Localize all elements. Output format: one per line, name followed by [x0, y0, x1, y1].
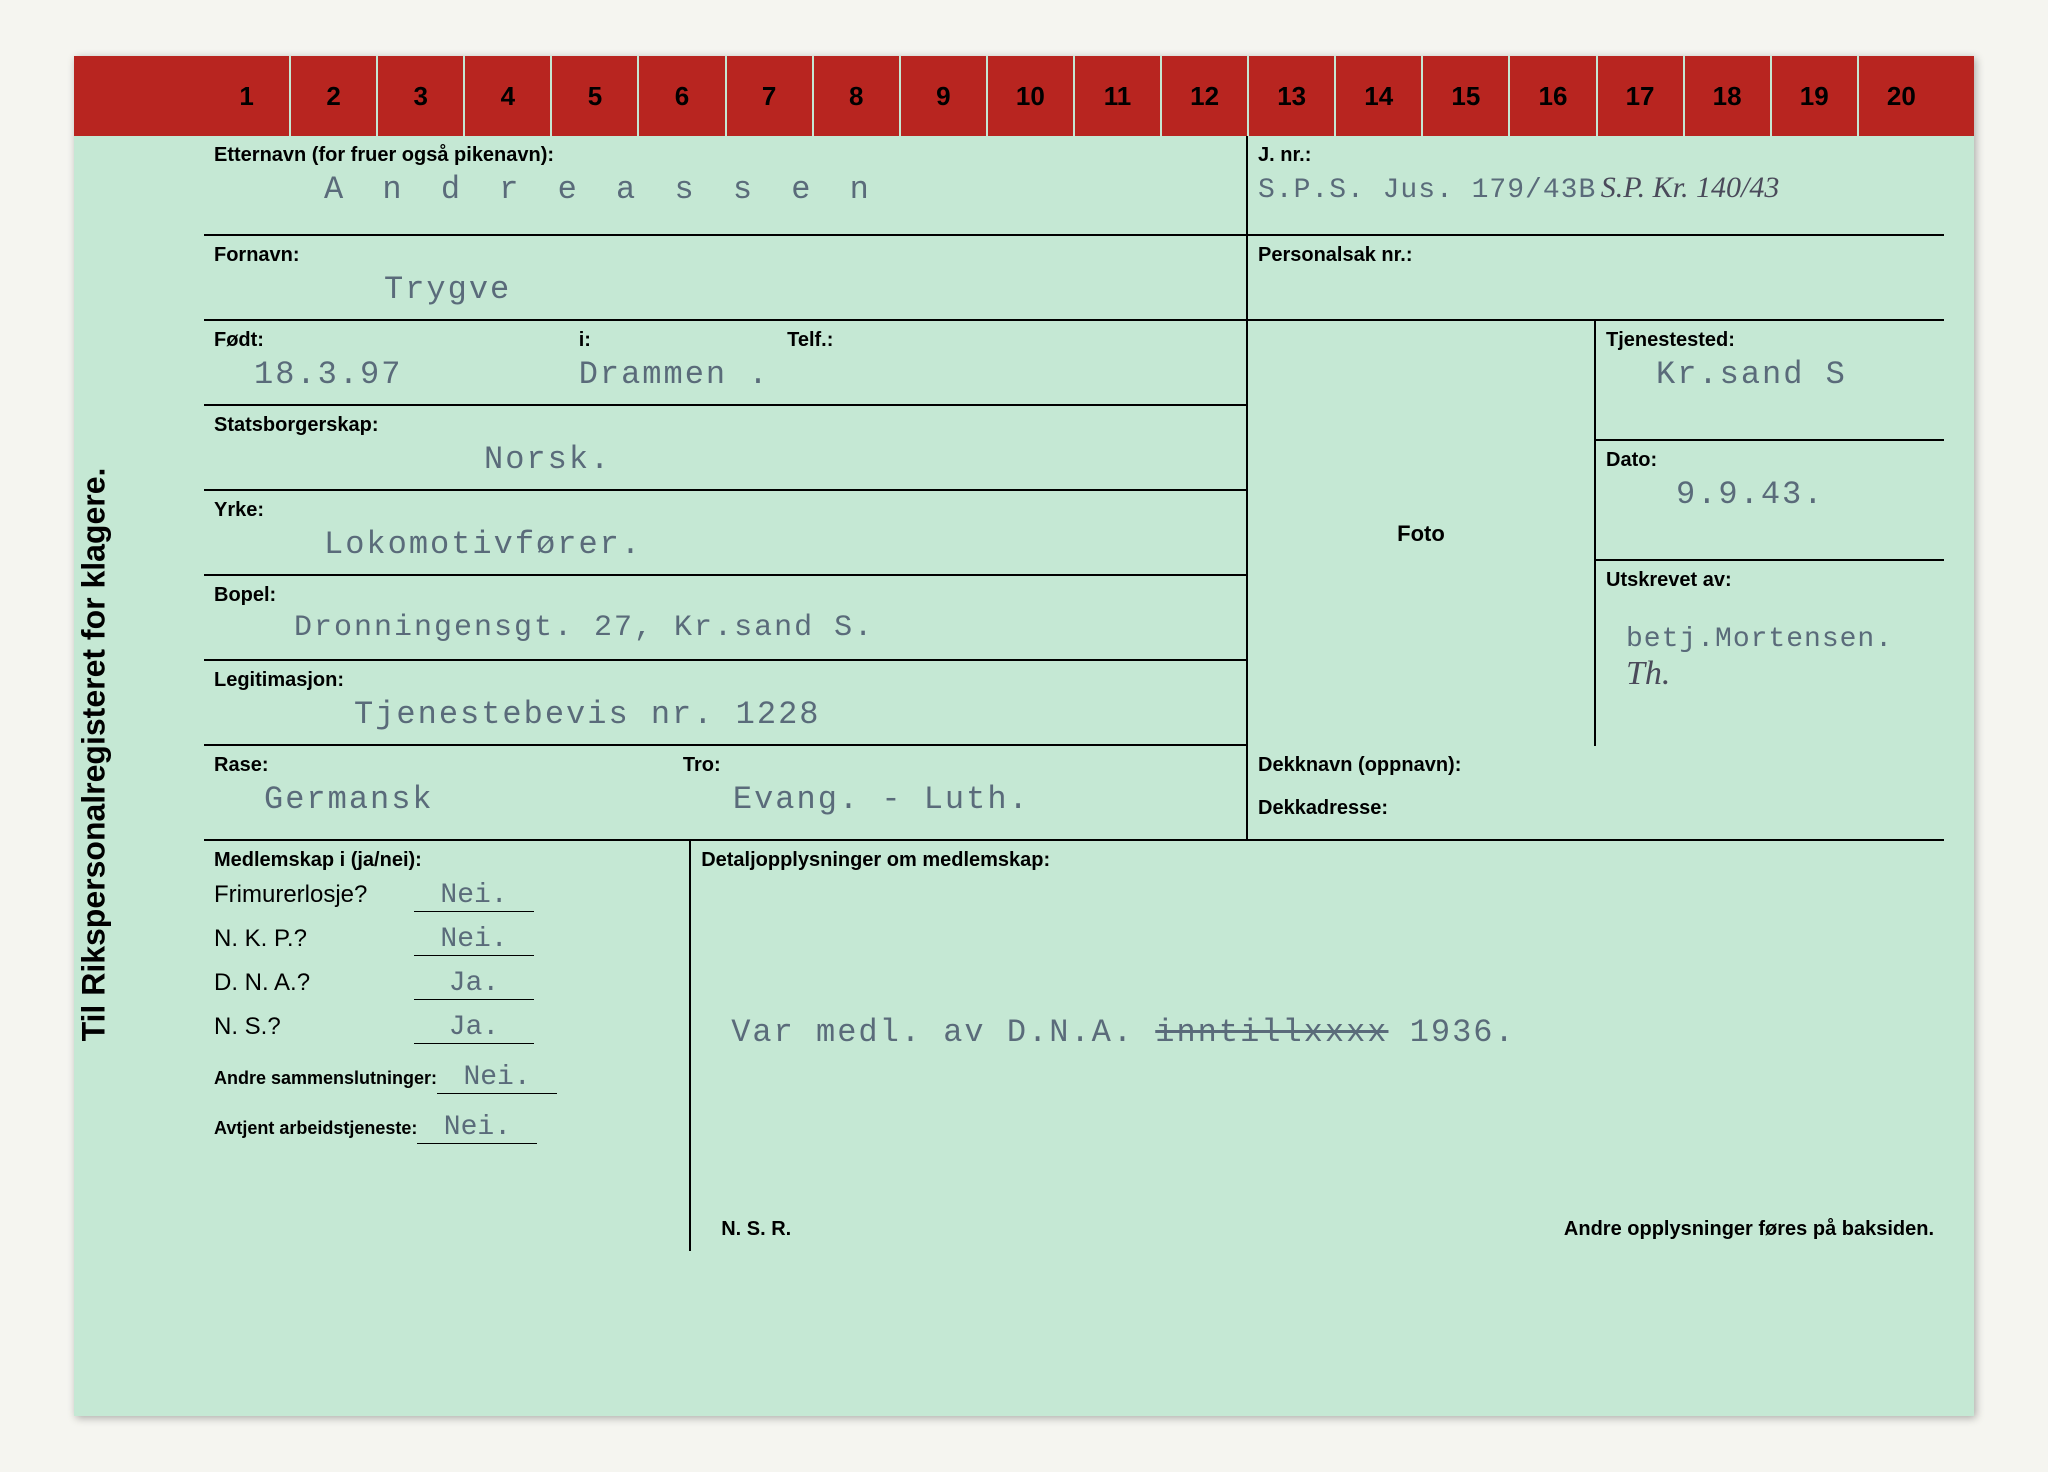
value-tjenestested: Kr.sand S — [1596, 354, 1944, 399]
label-detaljopplysninger: Detaljopplysninger om medlemskap: — [691, 841, 1944, 874]
value-dna: Ja. — [414, 968, 534, 1000]
foto-box: Foto — [1248, 321, 1596, 746]
label-tjenestested: Tjenestested: — [1596, 321, 1944, 354]
header-number-cell: 15 — [1423, 56, 1510, 136]
value-bopel: Dronningensgt. 27, Kr.sand S. — [204, 609, 1246, 651]
header-number-cell: 7 — [727, 56, 814, 136]
label-ns: N. S.? — [214, 1013, 414, 1041]
value-utskrevet-hand: Th. — [1626, 655, 1670, 692]
header-number-cell: 17 — [1598, 56, 1685, 136]
label-etternavn: Etternavn (for fruer også pikenavn): — [204, 136, 1246, 169]
value-utskrevet: betj.Mortensen. — [1626, 624, 1893, 655]
value-nkp: Nei. — [414, 924, 534, 956]
label-fornavn: Fornavn: — [204, 236, 1246, 269]
label-utskrevet: Utskrevet av: — [1596, 561, 1944, 594]
label-frimurer: Frimurerlosje? — [214, 881, 414, 909]
label-fodt-i: i: — [569, 321, 1246, 354]
value-dato: 9.9.43. — [1596, 474, 1944, 519]
header-number-cell: 16 — [1510, 56, 1597, 136]
header-number-cell: 8 — [814, 56, 901, 136]
card-content: Etternavn (for fruer også pikenavn): A n… — [204, 136, 1944, 1386]
header-number-cell: 12 — [1162, 56, 1249, 136]
header-number-strip: 1234567891011121314151617181920 — [74, 56, 1974, 136]
value-yrke: Lokomotivfører. — [204, 524, 1246, 569]
value-fodt: 18.3.97 — [204, 354, 569, 399]
vertical-title: Til Rikspersonalregisteret for klagere. — [76, 468, 113, 1042]
header-number-cell: 2 — [291, 56, 378, 136]
header-number-cell: 13 — [1249, 56, 1336, 136]
label-personalsak: Personalsak nr.: — [1248, 236, 1944, 269]
label-nkp: N. K. P.? — [214, 925, 414, 953]
label-yrke: Yrke: — [204, 491, 1246, 524]
header-number-cell: 18 — [1685, 56, 1772, 136]
value-fodt-i: Drammen . — [569, 354, 1246, 399]
label-dato: Dato: — [1596, 441, 1944, 474]
label-foto: Foto — [1397, 521, 1445, 547]
value-ns: Ja. — [414, 1012, 534, 1044]
value-etternavn: A n d r e a s s e n — [204, 169, 1246, 214]
value-tro: Evang. - Luth. — [673, 779, 1246, 824]
value-rase: Germansk — [204, 779, 673, 824]
value-frimurer: Nei. — [414, 880, 534, 912]
header-number-cell: 10 — [988, 56, 1075, 136]
header-number-cell: 6 — [639, 56, 726, 136]
header-number-cell: 11 — [1075, 56, 1162, 136]
label-dekknavn: Dekknavn (oppnavn): — [1248, 746, 1944, 789]
value-jnr-typed: S.P.S. Jus. 179/43B — [1258, 175, 1596, 206]
label-andre: Andre sammenslutninger: — [214, 1068, 437, 1089]
header-number-cell: 1 — [204, 56, 291, 136]
value-andre: Nei. — [437, 1062, 557, 1094]
label-avtjent: Avtjent arbeidstjeneste: — [214, 1118, 417, 1139]
label-andre-opplysninger: Andre opplysninger føres på baksiden. — [1564, 1218, 1934, 1241]
label-rase: Rase: — [204, 746, 673, 779]
label-bopel: Bopel: — [204, 576, 1246, 609]
header-number-cell: 4 — [465, 56, 552, 136]
label-legitimasjon: Legitimasjon: — [204, 661, 1246, 694]
label-telf: Telf.: — [777, 321, 843, 354]
label-medlemskap: Medlemskap i (ja/nei): — [204, 841, 689, 874]
value-avtjent: Nei. — [417, 1112, 537, 1144]
label-dna: D. N. A.? — [214, 969, 414, 997]
header-number-cell: 5 — [552, 56, 639, 136]
label-statsborgerskap: Statsborgerskap: — [204, 406, 1246, 439]
header-number-cell: 20 — [1859, 56, 1944, 136]
header-number-cell: 19 — [1772, 56, 1859, 136]
value-jnr-hand: S.P. Kr. 140/43 — [1601, 171, 1780, 204]
label-fodt: Født: — [204, 321, 569, 354]
value-statsborgerskap: Norsk. — [204, 439, 1246, 484]
label-jnr: J. nr.: — [1248, 136, 1944, 169]
value-detalj: Var medl. av D.N.A. inntillxxxx 1936. — [691, 874, 1944, 1057]
label-tro: Tro: — [673, 746, 1246, 779]
header-number-cell: 14 — [1336, 56, 1423, 136]
value-legitimasjon: Tjenestebevis nr. 1228 — [204, 694, 1246, 739]
label-dekkadresse: Dekkadresse: — [1248, 789, 1944, 822]
registration-card: 1234567891011121314151617181920 Til Riks… — [74, 56, 1974, 1416]
header-number-cell: 3 — [378, 56, 465, 136]
header-number-cell: 9 — [901, 56, 988, 136]
value-fornavn: Trygve — [204, 269, 1246, 314]
label-nsr: N. S. R. — [721, 1218, 791, 1241]
